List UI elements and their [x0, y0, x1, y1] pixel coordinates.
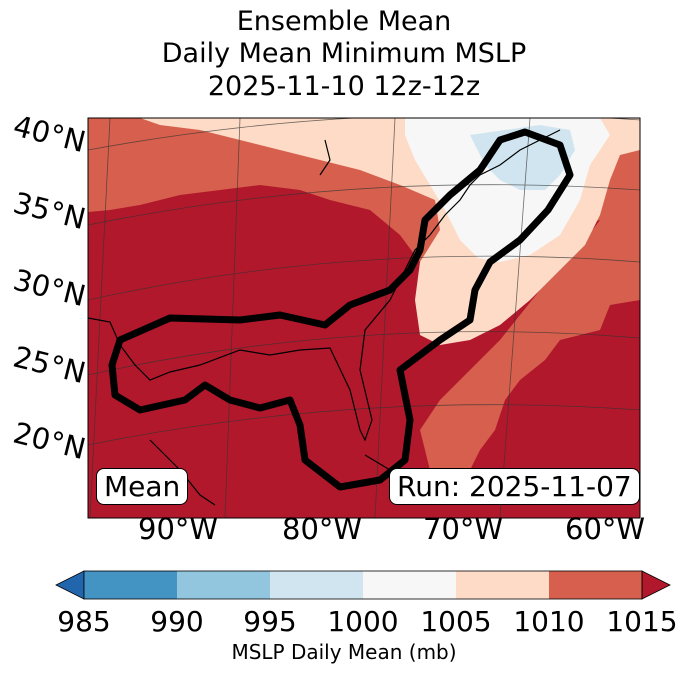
lon-label-80w: 80°W — [282, 512, 363, 546]
map-frame — [87, 117, 641, 519]
colorbar-segment — [84, 571, 177, 599]
lon-label-90w: 90°W — [138, 512, 219, 546]
lon-label-70w: 70°W — [423, 512, 504, 546]
colorbar-tick: 990 — [150, 605, 204, 638]
colorbar-segment — [456, 571, 549, 599]
colorbar-frame — [83, 570, 643, 600]
colorbar-tick: 1005 — [420, 605, 492, 638]
title-line-2: Daily Mean Minimum MSLP — [161, 38, 527, 69]
colorbar-label: MSLP Daily Mean (mb) — [231, 640, 457, 664]
title-line-3: 2025-11-10 12z-12z — [207, 71, 481, 102]
colorbar-over-triangle — [641, 570, 671, 600]
colorbar-tick: 995 — [243, 605, 297, 638]
colorbar-tick: 1010 — [513, 605, 585, 638]
map-panel — [88, 118, 640, 518]
colorbar-tick: 1015 — [606, 605, 678, 638]
mean-label-box: Mean — [96, 468, 189, 505]
colorbar — [55, 570, 671, 600]
contour-outline — [108, 128, 574, 491]
colorbar-segment — [363, 571, 456, 599]
colorbar-tick: 985 — [57, 605, 111, 638]
title-line-1: Ensemble Mean — [236, 6, 452, 37]
colorbar-segment — [270, 571, 363, 599]
colorbar-tick: 1000 — [327, 605, 399, 638]
colorbar-segment — [549, 571, 642, 599]
colorbar-segment — [177, 571, 270, 599]
lon-label-60w: 60°W — [565, 512, 646, 546]
colorbar-under-triangle — [55, 570, 85, 600]
run-label-box: Run: 2025-11-07 — [389, 468, 640, 505]
